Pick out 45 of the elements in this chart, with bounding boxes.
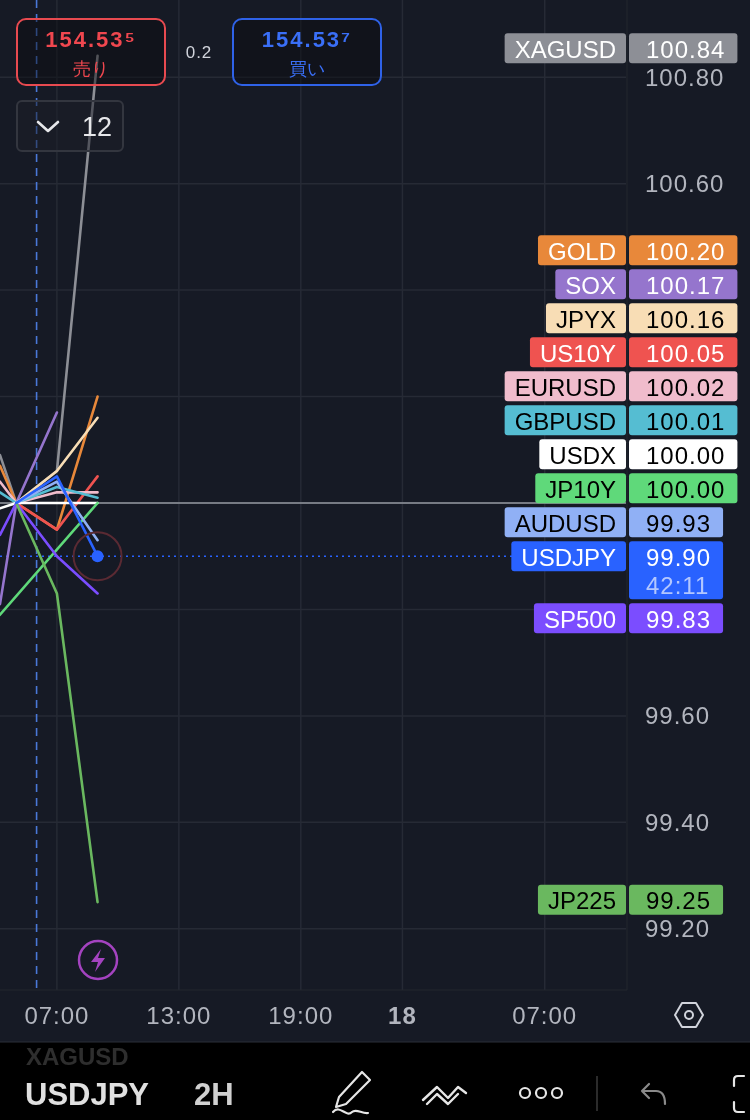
- legend-label: JPYX: [555, 305, 616, 333]
- legend-label: US10Y: [539, 339, 616, 367]
- x-tick-label: 19:00: [268, 1001, 334, 1029]
- text: 100.01: [646, 407, 726, 435]
- text: 99.90: [646, 543, 712, 571]
- text: 2H: [194, 1076, 234, 1112]
- x-tick-label: 07:00: [24, 1001, 90, 1029]
- y-tick-label: 100.80: [645, 63, 725, 91]
- x-tick-label: 07:00: [512, 1001, 578, 1029]
- legend-label: AUDUSD: [514, 509, 616, 537]
- text: 100.16: [646, 305, 726, 333]
- legend-label: SOX: [565, 271, 616, 299]
- text: 100.84: [646, 35, 726, 63]
- x-tick-label: 18: [388, 1001, 417, 1029]
- text: 42:11: [646, 571, 710, 599]
- text: 100.00: [646, 475, 726, 503]
- annotation: 12: [81, 112, 113, 142]
- text: 100.02: [646, 373, 726, 401]
- text: USDJPY: [521, 543, 616, 571]
- text: 100.00: [646, 441, 726, 469]
- y-tick-label: 99.20: [645, 915, 711, 943]
- y-tick-label: 99.40: [645, 808, 711, 836]
- annotation: 買い: [289, 59, 325, 79]
- text: 100.20: [646, 237, 726, 265]
- annotation: 154.53⁷: [261, 26, 353, 52]
- legend-label: GOLD: [547, 237, 616, 265]
- legend-label: SP500: [543, 605, 616, 633]
- text: 100.05: [646, 339, 726, 367]
- legend-label: GBPUSD: [514, 407, 616, 435]
- text: 99.93: [646, 509, 712, 537]
- legend-label: XAGUSD: [514, 35, 616, 63]
- legend-label: EURUSD: [514, 373, 616, 401]
- text: 100.17: [646, 271, 726, 299]
- y-tick-label: 99.60: [645, 702, 711, 730]
- legend-label: JP225: [547, 887, 616, 915]
- text: USDJPY: [25, 1076, 150, 1112]
- text: 99.83: [646, 605, 712, 633]
- x-tick-label: 13:00: [146, 1001, 212, 1029]
- annotation: 0.2: [185, 42, 213, 62]
- annotation: 154.53⁵: [45, 26, 137, 52]
- legend-label: USDX: [549, 441, 616, 469]
- legend-label: JP10Y: [545, 475, 616, 503]
- y-tick-label: 100.60: [645, 170, 725, 198]
- text: 99.25: [646, 887, 712, 915]
- annotation: 売り: [73, 59, 109, 79]
